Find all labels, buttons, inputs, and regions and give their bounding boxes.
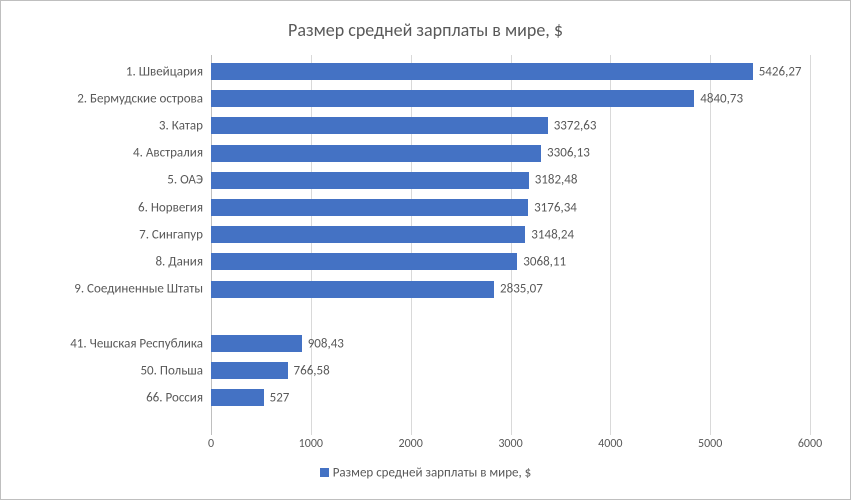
legend: Размер средней зарплаты в мире, $ <box>21 465 830 480</box>
bar <box>211 335 302 352</box>
bar-row: 7. Сингапур3148,24 <box>211 226 810 243</box>
category-label: 7. Сингапур <box>139 227 211 242</box>
x-tick-label: 5000 <box>698 437 722 451</box>
value-label: 2835,07 <box>494 282 543 297</box>
bar <box>211 172 529 189</box>
bar <box>211 389 264 406</box>
bar-row: 66. Россия527 <box>211 389 810 406</box>
bar-row: 1. Швейцария5426,27 <box>211 63 810 80</box>
value-label: 3182,48 <box>529 173 578 188</box>
plot-area: 1. Швейцария5426,27 2. Бермудские острова… <box>211 55 810 435</box>
category-label: 8. Дания <box>155 254 211 269</box>
category-label: 6. Норвегия <box>138 200 211 215</box>
bar-row: 5. ОАЭ3182,48 <box>211 172 810 189</box>
value-label: 3176,34 <box>528 200 577 215</box>
chart-title: Размер средней зарплаты в мире, $ <box>21 19 830 41</box>
category-label: 41. Чешская Республика <box>70 336 211 351</box>
bar <box>211 145 541 162</box>
bar-row: 8. Дания3068,11 <box>211 253 810 270</box>
bar <box>211 117 548 134</box>
legend-swatch <box>320 468 329 477</box>
category-label: 9. Соединенные Штаты <box>74 282 211 297</box>
value-label: 3068,11 <box>517 254 566 269</box>
bar-row: 2. Бермудские острова4840,73 <box>211 90 810 107</box>
x-axis-ticks: 0100020003000400050006000 <box>211 435 810 455</box>
x-tick-label: 2000 <box>398 437 422 451</box>
bar <box>211 90 694 107</box>
category-label: 2. Бермудские острова <box>77 91 211 106</box>
x-tick-label: 1000 <box>299 437 323 451</box>
gridline <box>810 55 811 435</box>
chart-container: Размер средней зарплаты в мире, $ 1. Шве… <box>0 0 851 500</box>
category-label: 3. Катар <box>159 118 211 133</box>
bar-row: 41. Чешская Республика908,43 <box>211 335 810 352</box>
legend-text: Размер средней зарплаты в мире, $ <box>333 465 532 480</box>
value-label: 4840,73 <box>694 91 743 106</box>
bar <box>211 281 494 298</box>
value-label: 527 <box>264 390 290 405</box>
bar <box>211 253 517 270</box>
category-label: 5. ОАЭ <box>167 173 211 188</box>
bar-row: 6. Норвегия3176,34 <box>211 199 810 216</box>
value-label: 3148,24 <box>525 227 574 242</box>
bar <box>211 199 528 216</box>
value-label: 908,43 <box>302 336 344 351</box>
category-label: 50. Польша <box>140 363 211 378</box>
bar-row <box>211 308 810 325</box>
bar <box>211 63 753 80</box>
value-label: 3306,13 <box>541 146 590 161</box>
bar-row: 4. Австралия3306,13 <box>211 145 810 162</box>
bar-row: 9. Соединенные Штаты2835,07 <box>211 281 810 298</box>
bar <box>211 226 525 243</box>
value-label: 5426,27 <box>753 64 802 79</box>
x-tick-label: 0 <box>208 437 214 451</box>
value-label: 766,58 <box>288 363 330 378</box>
x-tick-label: 6000 <box>798 437 822 451</box>
bar <box>211 362 288 379</box>
category-label: 1. Швейцария <box>126 64 211 79</box>
category-label: 66. Россия <box>146 390 211 405</box>
category-label: 4. Австралия <box>133 146 211 161</box>
bar-row: 3. Катар3372,63 <box>211 117 810 134</box>
x-tick-label: 4000 <box>598 437 622 451</box>
value-label: 3372,63 <box>548 118 597 133</box>
x-tick-label: 3000 <box>498 437 522 451</box>
bar-row: 50. Польша766,58 <box>211 362 810 379</box>
